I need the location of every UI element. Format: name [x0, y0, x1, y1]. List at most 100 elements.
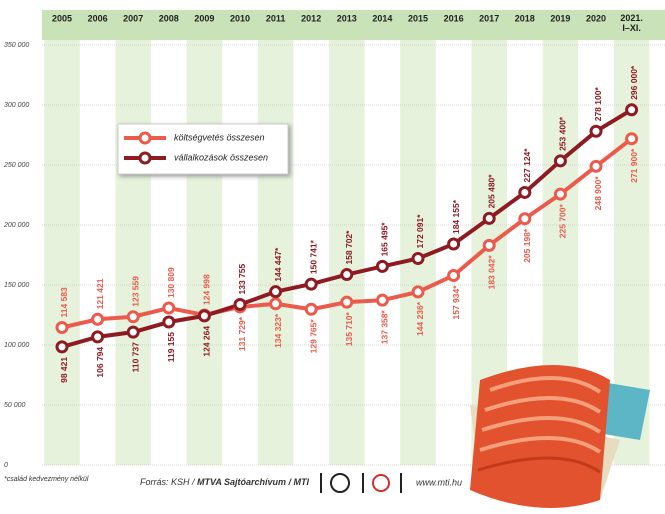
- value-label: 123 559: [130, 276, 140, 307]
- y-tick-label: 50 000: [4, 402, 26, 409]
- column-stripe: [186, 40, 223, 465]
- data-point: [482, 211, 496, 225]
- x-tick-label: 2012: [301, 13, 321, 23]
- value-label: 137 358*: [380, 309, 390, 344]
- separator: [362, 473, 364, 493]
- y-tick-label: 100 000: [4, 342, 29, 349]
- grid: 0 50 000 100 000 150 000 200 000 250 000 300 0…: [3, 42, 665, 469]
- website: www.mti.hu: [416, 477, 462, 487]
- source-bold: MTVA Sajtóarchívum / MTI: [197, 477, 310, 487]
- value-label: 157 934*: [451, 285, 461, 320]
- value-label: 144 236*: [415, 301, 425, 336]
- value-label: 172 091*: [415, 214, 425, 249]
- x-tick-label: 2008: [159, 13, 179, 23]
- value-label: 253 400*: [558, 116, 568, 151]
- data-point: [589, 124, 603, 138]
- value-label: 121 421: [95, 278, 105, 309]
- x-tick-label: 2016: [444, 13, 464, 23]
- header-band: [42, 10, 665, 40]
- value-label: 130 809: [166, 267, 176, 298]
- value-label: 134 323*: [273, 313, 283, 348]
- data-point: [197, 309, 211, 323]
- x-tick-label: 2014: [372, 13, 392, 23]
- data-point: [553, 187, 567, 201]
- source: Forrás: KSH / MTVA Sajtóarchívum / MTI: [140, 477, 310, 487]
- y-tick-label: 150 000: [4, 282, 29, 289]
- wallet-illustration: [470, 365, 650, 508]
- mtva-logo: [330, 473, 350, 493]
- lines: [55, 103, 639, 354]
- data-point: [55, 321, 69, 335]
- column-stripe: [115, 40, 151, 465]
- value-label: 158 702*: [344, 230, 354, 265]
- value-label: 124 264: [202, 326, 212, 357]
- data-point: [162, 301, 176, 315]
- y-tick-label: 200 000: [3, 222, 29, 229]
- data-point: [411, 285, 425, 299]
- data-point: [589, 159, 603, 173]
- value-label: 135 710*: [344, 311, 354, 346]
- data-point: [304, 302, 318, 316]
- data-point: [91, 330, 105, 344]
- value-label: 296 000*: [629, 65, 639, 100]
- x-tick-label: 2006: [88, 13, 108, 23]
- data-point: [162, 315, 176, 329]
- legend-label: költségvetés összesen: [174, 132, 265, 142]
- value-label: 131 729*: [237, 316, 247, 351]
- x-tick-label: 2019: [550, 13, 570, 23]
- value-label: 248 900*: [593, 176, 603, 211]
- y-tick-label: 300 000: [4, 102, 29, 109]
- x-tick-label: 2020: [586, 13, 606, 23]
- value-label: 225 700*: [558, 203, 568, 238]
- value-label: 205 480*: [486, 174, 496, 209]
- data-point: [375, 293, 389, 307]
- y-tick-label: 250 000: [3, 162, 29, 169]
- legend: költségvetés összesen vállalkozások össze…: [117, 123, 289, 175]
- data-point: [411, 251, 425, 265]
- column-stripe: [44, 40, 80, 465]
- x-tick-label: 2015: [408, 13, 428, 23]
- value-label: 227 124*: [522, 148, 532, 183]
- mti-logo: [372, 474, 390, 492]
- value-label: 205 198*: [522, 228, 532, 263]
- value-label: 129 765*: [308, 319, 318, 354]
- separator: [400, 473, 402, 493]
- value-label: 133 755: [237, 263, 247, 294]
- value-label: 106 794: [95, 347, 105, 378]
- data-point: [233, 297, 247, 311]
- value-label: 183 042*: [486, 255, 496, 290]
- data-point: [340, 295, 354, 309]
- value-label: 271 900*: [629, 148, 639, 183]
- data-point: [447, 268, 461, 282]
- data-point: [91, 312, 105, 326]
- labels: 114 583 121 421 123 559 130 809 124 998 131 7…: [59, 65, 639, 383]
- data-point: [482, 238, 496, 252]
- data-point: [126, 325, 140, 339]
- data-point: [447, 237, 461, 251]
- value-label: 98 421: [59, 357, 69, 383]
- data-point: [126, 310, 140, 324]
- data-point: [340, 268, 354, 282]
- data-point: [269, 297, 283, 311]
- x-tick-label: 2018: [515, 13, 535, 23]
- legend-label: vállalkozások összesen: [174, 152, 268, 162]
- x-tick-label: 2017: [479, 13, 499, 23]
- x-tick-label: 2011: [266, 13, 286, 23]
- value-label: 184 155*: [451, 199, 461, 234]
- data-point: [518, 212, 532, 226]
- data-point: [553, 154, 567, 168]
- legend-box: [117, 123, 289, 175]
- x-tick-label: 2005: [52, 13, 72, 23]
- data-point: [518, 185, 532, 199]
- value-label: 165 495*: [380, 222, 390, 257]
- value-label: 119 155: [166, 332, 176, 363]
- value-label: 144 447*: [273, 247, 283, 282]
- value-label: 110 737: [130, 342, 140, 373]
- value-label: 278 100*: [593, 87, 603, 122]
- data-point: [375, 259, 389, 273]
- column-stripe: [257, 40, 294, 465]
- x-tick-label: 2010: [230, 13, 250, 23]
- data-point: [625, 132, 639, 146]
- x-tick-label: 2021. I–XI.: [620, 13, 643, 33]
